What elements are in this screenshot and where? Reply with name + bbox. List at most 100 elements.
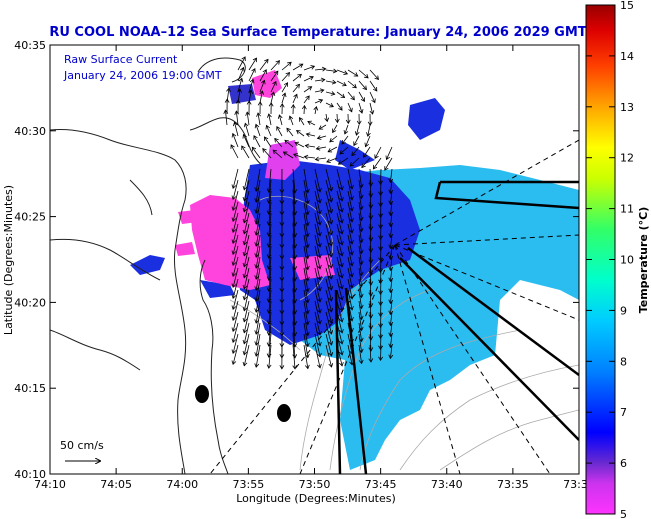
current-vector	[251, 147, 261, 159]
current-vector	[373, 157, 382, 170]
current-vector	[347, 212, 353, 233]
current-vector	[237, 67, 244, 82]
current-vector	[237, 56, 246, 71]
current-vector	[243, 201, 250, 223]
current-vector	[314, 89, 324, 93]
current-vector	[325, 168, 332, 192]
current-vector	[268, 179, 272, 204]
current-vector	[255, 234, 261, 258]
current-vector	[232, 190, 239, 211]
current-vector	[246, 112, 250, 126]
current-vector	[329, 135, 338, 143]
current-vector	[358, 168, 363, 188]
current-vector	[389, 344, 393, 359]
current-vector	[264, 136, 272, 148]
current-vector	[347, 256, 353, 277]
current-vector	[225, 110, 228, 126]
current-vector	[243, 256, 250, 278]
current-vector	[274, 138, 283, 148]
current-vector	[358, 267, 363, 287]
current-vector	[303, 86, 312, 93]
current-vector	[341, 135, 349, 145]
colorbar-tick-label: 13	[620, 101, 634, 114]
current-vector	[243, 300, 250, 322]
current-vector	[369, 322, 372, 341]
current-vector	[380, 344, 382, 361]
current-vector	[325, 113, 328, 122]
current-vector	[314, 267, 321, 291]
current-vector	[248, 68, 256, 82]
current-vector	[281, 72, 290, 82]
current-vector	[325, 289, 332, 313]
current-vector	[336, 223, 343, 246]
current-vector	[336, 267, 343, 290]
current-vector	[347, 278, 353, 299]
current-vector	[268, 344, 272, 369]
current-vector	[336, 190, 343, 213]
current-vector	[351, 146, 360, 156]
current-vector	[315, 157, 327, 160]
current-vector	[389, 300, 393, 315]
current-vector	[303, 212, 309, 237]
current-vector	[314, 333, 321, 357]
current-vector	[325, 333, 332, 357]
current-vector	[255, 245, 261, 269]
current-vector	[374, 146, 382, 159]
current-vector	[358, 212, 363, 232]
current-vector	[369, 333, 372, 352]
current-vector	[253, 135, 261, 148]
current-vector	[268, 113, 272, 126]
current-vector	[232, 322, 239, 343]
colorbar-tick-label: 14	[620, 50, 634, 63]
colorbar-title: Temperature (°C)	[637, 207, 650, 314]
current-vector	[268, 201, 272, 226]
current-vector	[389, 168, 393, 183]
y-axis-title: Latitude (Degrees:Minutes)	[2, 185, 15, 335]
current-vector	[358, 223, 363, 243]
current-vector	[255, 223, 261, 247]
current-vector	[303, 201, 309, 226]
x-axis-title: Longitude (Degrees:Minutes)	[236, 492, 396, 505]
current-vector	[303, 179, 309, 204]
current-vector	[268, 212, 272, 237]
current-vector	[384, 157, 393, 171]
current-vector	[314, 212, 321, 236]
current-vector	[347, 311, 353, 332]
current-vector	[234, 122, 239, 137]
current-vector	[358, 179, 363, 199]
current-vector	[232, 344, 239, 365]
current-vector	[347, 223, 353, 244]
current-vector	[303, 289, 309, 314]
current-vector	[237, 78, 243, 93]
current-vector	[347, 300, 353, 321]
current-vector	[292, 63, 303, 71]
current-label: Raw Surface Current	[64, 53, 178, 66]
current-vector	[259, 69, 267, 82]
current-vector	[232, 168, 239, 189]
current-vector	[296, 130, 305, 137]
current-vector	[243, 179, 250, 201]
current-vector	[278, 114, 283, 126]
current-vector	[389, 245, 393, 260]
current-vector	[347, 201, 353, 222]
current-vector	[358, 278, 363, 298]
current-vector	[303, 190, 309, 215]
current-vector	[255, 201, 261, 225]
current-vector	[314, 322, 321, 346]
current-vector	[232, 311, 239, 332]
current-vector	[292, 179, 296, 204]
current-vector	[255, 267, 261, 291]
current-vector	[347, 69, 358, 77]
current-vector	[347, 190, 353, 211]
current-vector	[268, 245, 272, 270]
current-vector	[314, 245, 321, 269]
current-vector	[358, 245, 363, 265]
current-vector	[336, 289, 343, 312]
current-vector	[336, 300, 343, 323]
current-vector	[232, 267, 239, 288]
current-vector	[307, 121, 316, 126]
current-vector	[292, 245, 296, 270]
current-vector	[283, 151, 294, 159]
current-vector	[336, 69, 348, 75]
current-vector	[314, 223, 321, 247]
